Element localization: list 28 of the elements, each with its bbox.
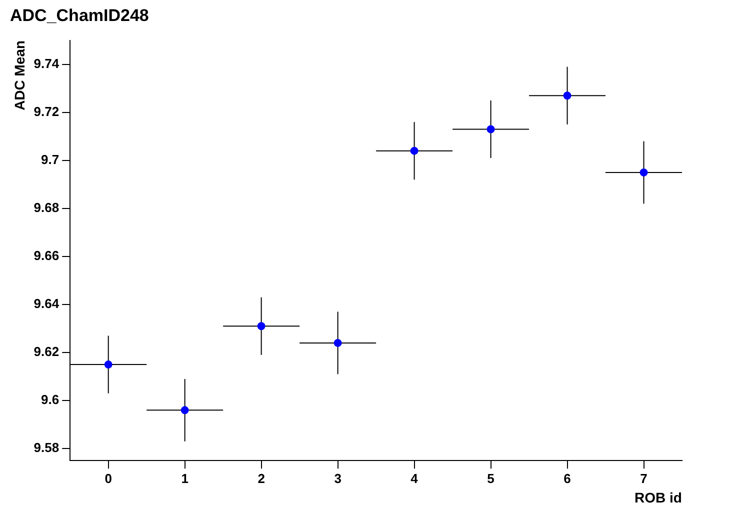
y-tick-label: 9.62	[34, 344, 60, 360]
x-tick-label: 1	[181, 470, 188, 486]
y-tick-label: 9.64	[34, 296, 60, 312]
y-tick-label: 9.58	[34, 440, 60, 456]
point	[257, 322, 266, 330]
chart-title: ADC_ChamID248	[10, 6, 149, 25]
x-tick-label: 5	[487, 470, 494, 486]
y-tick-label: 9.68	[34, 200, 60, 216]
point	[563, 92, 572, 100]
point	[640, 168, 648, 176]
point	[334, 338, 342, 347]
x-tick-label: 7	[640, 470, 648, 486]
y-tick-label: 9.7	[41, 152, 60, 168]
x-tick-label: 6	[564, 470, 571, 486]
y-tick-label: 9.74	[34, 56, 60, 71]
x-tick-label: 4	[410, 470, 419, 486]
x-tick-label: 2	[258, 470, 265, 486]
x-tick-label: 3	[334, 470, 342, 486]
x-axis-title: ROB id	[634, 489, 682, 506]
point	[180, 406, 189, 414]
y-tick-label: 9.66	[34, 248, 60, 264]
point	[486, 125, 495, 134]
y-axis-title: ADC Mean	[11, 40, 28, 110]
x-tick-label: 0	[104, 470, 112, 486]
y-tick-label: 9.6	[41, 392, 60, 408]
point	[410, 146, 418, 155]
y-tick-label: 9.72	[34, 104, 60, 120]
point	[104, 360, 112, 369]
